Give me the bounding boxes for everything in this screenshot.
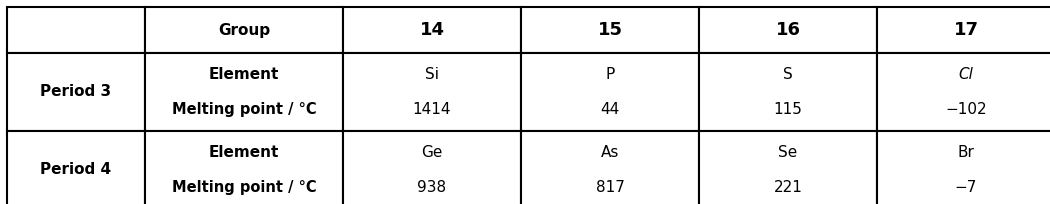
Text: Period 3: Period 3 bbox=[41, 84, 111, 100]
Text: 17: 17 bbox=[953, 21, 979, 39]
Text: −7: −7 bbox=[954, 181, 978, 195]
Bar bbox=[699, 53, 877, 131]
Text: Period 4: Period 4 bbox=[41, 163, 111, 177]
Bar bbox=[699, 131, 877, 204]
Text: 938: 938 bbox=[418, 181, 446, 195]
Bar bbox=[7, 53, 145, 131]
Bar bbox=[521, 131, 699, 204]
Bar bbox=[7, 131, 145, 204]
Bar bbox=[145, 53, 343, 131]
Text: Cl: Cl bbox=[959, 67, 973, 82]
Bar bbox=[343, 131, 521, 204]
Text: Melting point / °C: Melting point / °C bbox=[172, 102, 316, 118]
Bar bbox=[343, 53, 521, 131]
Bar bbox=[521, 7, 699, 53]
Bar bbox=[521, 53, 699, 131]
Text: 14: 14 bbox=[420, 21, 444, 39]
Text: Ge: Ge bbox=[421, 145, 443, 160]
Text: As: As bbox=[601, 145, 619, 160]
Text: Si: Si bbox=[425, 67, 439, 82]
Bar bbox=[877, 7, 1050, 53]
Bar bbox=[145, 7, 343, 53]
Bar bbox=[145, 131, 343, 204]
Text: Element: Element bbox=[209, 67, 279, 82]
Text: 16: 16 bbox=[776, 21, 800, 39]
Text: P: P bbox=[606, 67, 614, 82]
Bar bbox=[7, 7, 145, 53]
Bar bbox=[343, 7, 521, 53]
Bar bbox=[699, 7, 877, 53]
Text: 221: 221 bbox=[774, 181, 802, 195]
Text: Group: Group bbox=[218, 22, 270, 38]
Bar bbox=[877, 131, 1050, 204]
Text: S: S bbox=[783, 67, 793, 82]
Text: 817: 817 bbox=[595, 181, 625, 195]
Bar bbox=[877, 53, 1050, 131]
Text: 115: 115 bbox=[774, 102, 802, 118]
Text: Br: Br bbox=[958, 145, 974, 160]
Text: Melting point / °C: Melting point / °C bbox=[172, 181, 316, 195]
Text: Element: Element bbox=[209, 145, 279, 160]
Text: 1414: 1414 bbox=[413, 102, 452, 118]
Text: 44: 44 bbox=[601, 102, 619, 118]
Text: −102: −102 bbox=[945, 102, 987, 118]
Text: 15: 15 bbox=[597, 21, 623, 39]
Text: Se: Se bbox=[778, 145, 798, 160]
